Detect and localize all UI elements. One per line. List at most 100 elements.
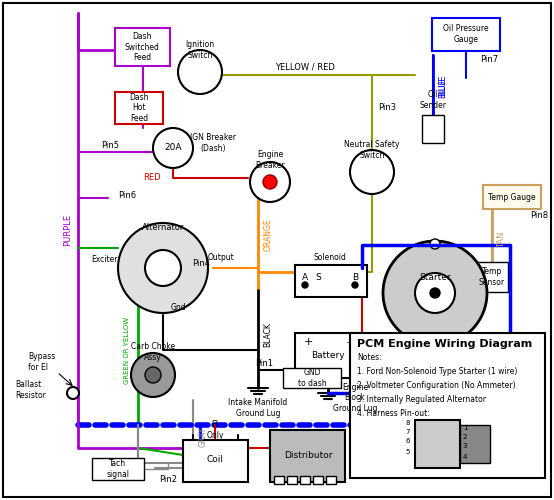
Circle shape (263, 175, 277, 189)
Text: BLACK: BLACK (264, 322, 273, 347)
Text: 6: 6 (406, 438, 411, 444)
Circle shape (350, 150, 394, 194)
Text: Coil: Coil (207, 456, 223, 464)
Text: Gnd: Gnd (170, 304, 186, 312)
Bar (287, 476, 297, 484)
Bar (350, 333, 545, 478)
Text: BLUE: BLUE (439, 74, 448, 96)
Bar (432, 18, 500, 51)
Text: GREEN OR YELLOW: GREEN OR YELLOW (124, 316, 130, 384)
Text: Dash
Switched
Feed: Dash Switched Feed (125, 32, 160, 62)
Bar (183, 440, 248, 482)
Circle shape (178, 50, 222, 94)
Bar (415, 420, 460, 468)
Text: 5: 5 (406, 449, 410, 455)
Text: S: S (315, 274, 321, 282)
Text: IGN Breaker
(Dash): IGN Breaker (Dash) (190, 134, 236, 152)
Bar (313, 476, 323, 484)
Text: Ballast
Resistor: Ballast Resistor (15, 380, 46, 400)
Text: GND
to dash: GND to dash (297, 368, 326, 388)
Text: YELLOW / RED: YELLOW / RED (275, 62, 335, 72)
Bar (326, 476, 336, 484)
Text: ORANGE: ORANGE (264, 218, 273, 252)
Text: Carb Choke
Assy: Carb Choke Assy (131, 342, 175, 361)
Text: 8: 8 (406, 420, 411, 426)
Text: Pin3: Pin3 (378, 104, 396, 112)
Text: 4. Harness Pin-out:: 4. Harness Pin-out: (357, 410, 430, 418)
Bar (460, 425, 490, 463)
Text: Pin1: Pin1 (255, 358, 273, 368)
Text: 1: 1 (463, 425, 467, 431)
Text: RED: RED (143, 174, 161, 182)
Text: Intake Manifold
Ground Lug: Intake Manifold Ground Lug (228, 398, 288, 417)
Text: 1. Ford Non-Solenoid Type Starter (1 wire): 1. Ford Non-Solenoid Type Starter (1 wir… (357, 368, 517, 376)
Circle shape (250, 162, 290, 202)
Circle shape (302, 282, 308, 288)
Bar (422, 115, 444, 143)
Circle shape (430, 239, 440, 249)
Text: Notes:: Notes: (357, 354, 382, 362)
Text: Engine
Breaker: Engine Breaker (255, 150, 285, 170)
Text: Pin8: Pin8 (530, 210, 548, 220)
Text: Pin4: Pin4 (192, 258, 210, 268)
Circle shape (430, 337, 440, 347)
Text: Solenoid: Solenoid (314, 252, 346, 262)
Text: +: + (303, 337, 312, 347)
Text: Pin7: Pin7 (480, 56, 498, 64)
Bar (92, 458, 144, 480)
Text: TAN: TAN (497, 232, 506, 248)
Text: BLUE: BLUE (439, 78, 448, 98)
Text: Oil
Sender: Oil Sender (419, 90, 447, 110)
Circle shape (131, 353, 175, 397)
Text: 2. Voltmeter Configuration (No Ammeter): 2. Voltmeter Configuration (No Ammeter) (357, 382, 516, 390)
Text: Oil Pressure
Gauge: Oil Pressure Gauge (443, 24, 489, 44)
Circle shape (352, 282, 358, 288)
Text: Battery: Battery (311, 350, 345, 360)
Text: Exciter: Exciter (91, 256, 118, 264)
Text: Output: Output (208, 254, 235, 262)
Text: PCM Engine Wiring Diagram: PCM Engine Wiring Diagram (357, 339, 532, 349)
Bar (115, 28, 170, 66)
Text: Neutral Safety
Switch: Neutral Safety Switch (344, 140, 400, 160)
Text: Temp Gauge: Temp Gauge (488, 192, 536, 202)
Bar (476, 262, 508, 292)
Circle shape (67, 387, 79, 399)
Text: GRAY: GRAY (198, 427, 208, 447)
Text: Ignition
Switch: Ignition Switch (186, 40, 214, 60)
Text: Bypass
for EI: Bypass for EI (28, 352, 55, 372)
Bar (270, 430, 345, 482)
Text: 3. Internally Regulated Alternator: 3. Internally Regulated Alternator (357, 396, 486, 404)
Text: B: B (352, 274, 358, 282)
Text: PURPLE: PURPLE (64, 214, 73, 246)
Text: 2: 2 (463, 434, 467, 440)
Circle shape (430, 288, 440, 298)
Text: Starter: Starter (419, 274, 451, 282)
Bar (300, 476, 310, 484)
Circle shape (145, 250, 181, 286)
Bar (483, 185, 541, 209)
Text: Temp
Sensor: Temp Sensor (479, 268, 505, 286)
Bar (295, 333, 360, 378)
Circle shape (383, 241, 487, 345)
Text: 20A: 20A (164, 144, 182, 152)
Text: Pin6: Pin6 (118, 192, 136, 200)
Bar (295, 265, 367, 297)
Circle shape (415, 273, 455, 313)
Text: Alternator: Alternator (142, 224, 184, 232)
Text: Pin5: Pin5 (101, 142, 119, 150)
Text: A: A (302, 274, 308, 282)
Text: Pin2: Pin2 (159, 476, 177, 484)
Text: 3: 3 (463, 443, 467, 449)
Circle shape (145, 367, 161, 383)
Text: -: - (346, 337, 350, 347)
Text: EI
Only: EI Only (206, 420, 224, 440)
Text: Dash
Hot
Feed: Dash Hot Feed (129, 93, 149, 123)
Bar (115, 92, 163, 124)
Circle shape (153, 128, 193, 168)
Text: Tach
signal: Tach signal (106, 460, 130, 478)
Bar (274, 476, 284, 484)
Text: Engine
Block
Ground Lug: Engine Block Ground Lug (333, 383, 377, 413)
Circle shape (118, 223, 208, 313)
Text: 7: 7 (406, 429, 411, 435)
Text: 4: 4 (463, 454, 467, 460)
